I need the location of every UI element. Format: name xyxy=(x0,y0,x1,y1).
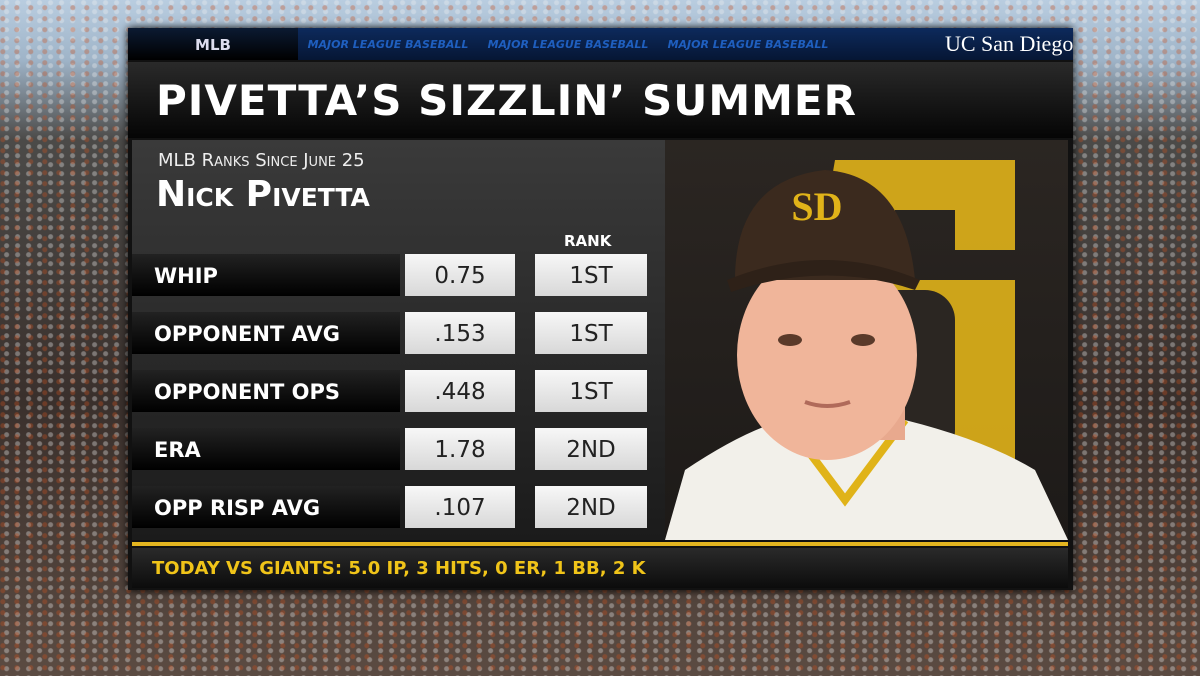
stat-value: 0.75 xyxy=(405,254,515,296)
tab: MLB xyxy=(128,28,298,60)
tab-bar: MLB MAJOR LEAGUE BASEBALL MAJOR LEAGUE B… xyxy=(128,28,1073,60)
stat-label: OPPONENT OPS xyxy=(132,370,400,412)
mouth xyxy=(804,400,851,408)
stat-label: OPP RISP AVG xyxy=(132,486,400,528)
stat-value: .107 xyxy=(405,486,515,528)
stat-rank: 1ST xyxy=(535,312,647,354)
stat-value: 1.78 xyxy=(405,428,515,470)
footer: TODAY VS GIANTS: 5.0 IP, 3 HITS, 0 ER, 1… xyxy=(132,548,1068,588)
tab: MAJOR LEAGUE BASEBALL xyxy=(307,38,469,51)
player-photo: SD xyxy=(665,140,1068,540)
eye xyxy=(778,334,802,346)
tab: MAJOR LEAGUE BASEBALL xyxy=(487,38,649,51)
subtitle: MLB Ranks Since June 25 xyxy=(158,150,365,171)
photo-art: SD xyxy=(665,160,1068,540)
stat-value: .448 xyxy=(405,370,515,412)
stat-rank: 2ND xyxy=(535,486,647,528)
stat-rank: 1ST xyxy=(535,370,647,412)
title: PIVETTA’S SIZZLIN’ SUMMER xyxy=(128,62,1073,138)
sponsor: UC San Diego Health xyxy=(945,31,1073,56)
stat-label: WHIP xyxy=(132,254,400,296)
graphic-panel: MLB MAJOR LEAGUE BASEBALL MAJOR LEAGUE B… xyxy=(128,28,1073,590)
stat-rank: 2ND xyxy=(535,428,647,470)
stat-label: ERA xyxy=(132,428,400,470)
stat-label: OPPONENT AVG xyxy=(132,312,400,354)
cap-brim xyxy=(727,260,920,292)
jersey xyxy=(665,420,1068,540)
cap xyxy=(735,170,915,280)
cap-logo: SD xyxy=(791,184,842,229)
divider xyxy=(132,542,1068,546)
stat-value: .153 xyxy=(405,312,515,354)
stats-area: MLB Ranks Since June 25 Nick Pivetta RAN… xyxy=(132,140,665,540)
player-name: Nick Pivetta xyxy=(156,174,370,215)
eye xyxy=(851,334,875,346)
face xyxy=(737,250,917,460)
stat-rank: 1ST xyxy=(535,254,647,296)
column-header: RANK xyxy=(564,232,612,250)
tab: MAJOR LEAGUE BASEBALL xyxy=(667,38,829,51)
